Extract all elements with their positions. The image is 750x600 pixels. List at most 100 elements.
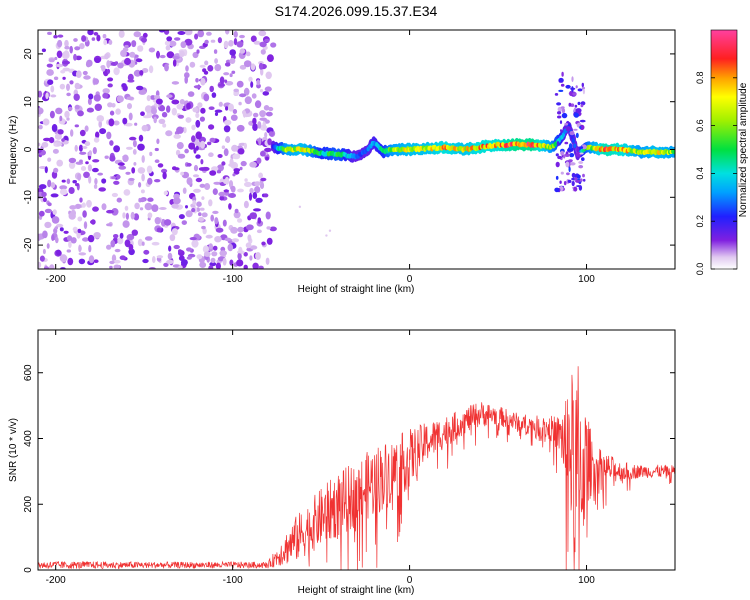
noise-blob	[197, 30, 205, 38]
noise-blob	[141, 155, 145, 163]
noise-blob	[180, 171, 185, 176]
noise-blob	[140, 111, 145, 116]
noise-blob	[171, 228, 178, 236]
noise-blob	[122, 154, 129, 163]
scatter-blob	[563, 181, 567, 186]
noise-blob	[74, 144, 78, 152]
noise-blob	[63, 50, 70, 58]
noise-blob	[109, 140, 114, 146]
noise-blob	[144, 202, 153, 211]
noise-blob	[69, 80, 74, 85]
noise-blob	[154, 179, 161, 183]
noise-blob	[82, 146, 88, 149]
scatter-blob	[582, 88, 586, 95]
noise-blob	[46, 69, 54, 76]
noise-blob	[258, 172, 263, 179]
scatter-blob	[566, 172, 570, 176]
noise-blob	[125, 146, 133, 150]
noise-blob	[139, 207, 144, 211]
scatter-blob	[564, 141, 569, 145]
noise-blob	[198, 167, 206, 171]
noise-blob	[156, 138, 160, 145]
noise-blob	[252, 192, 258, 199]
noise-blob	[264, 147, 272, 152]
noise-blob	[228, 103, 234, 112]
noise-blob	[209, 137, 216, 143]
noise-blob	[85, 161, 89, 165]
noise-blob	[191, 135, 196, 143]
noise-blob	[122, 220, 130, 228]
noise-blob	[117, 237, 124, 245]
noise-blob	[254, 181, 261, 187]
noise-blob	[99, 128, 107, 135]
noise-blob	[124, 44, 129, 48]
noise-blob	[196, 207, 201, 212]
noise-blob	[47, 179, 52, 188]
noise-blob	[237, 188, 244, 193]
noise-blob	[186, 256, 192, 260]
scatter-blob	[565, 84, 571, 89]
noise-blob	[84, 141, 91, 147]
scatter-blob	[573, 107, 576, 113]
noise-blob	[88, 255, 95, 264]
noise-blob	[224, 62, 231, 67]
noise-blob	[195, 145, 199, 151]
noise-blob	[104, 53, 109, 60]
noise-blob	[146, 95, 151, 102]
noise-blob	[38, 107, 44, 115]
noise-blob	[254, 186, 261, 194]
noise-blob	[128, 112, 133, 121]
noise-blob	[42, 197, 47, 203]
noise-blob	[92, 206, 99, 212]
noise-blob	[135, 58, 143, 63]
noise-blob	[184, 148, 189, 154]
noise-blob	[249, 187, 254, 194]
noise-blob	[201, 225, 206, 230]
noise-blob	[94, 178, 98, 185]
noise-blob	[246, 224, 254, 231]
noise-blob	[171, 81, 180, 85]
scatter-blob	[576, 146, 580, 153]
noise-blob	[156, 227, 162, 233]
scatter-blob	[572, 92, 577, 96]
noise-blob	[66, 83, 70, 92]
noise-blob	[238, 246, 243, 254]
noise-blob	[195, 78, 199, 83]
noise-blob	[196, 201, 202, 207]
noise-blob	[137, 167, 146, 174]
noise-blob	[194, 33, 199, 40]
noise-blob	[102, 88, 110, 94]
colorbar-label: Normalized spectral amplitude	[738, 82, 749, 217]
scatter-blob	[575, 132, 579, 139]
noise-blob	[165, 45, 171, 51]
noise-blob	[230, 226, 238, 234]
noise-blob	[152, 256, 156, 263]
noise-blob	[200, 77, 206, 86]
noise-blob	[55, 107, 63, 115]
y-tick-label: 10	[23, 96, 34, 108]
noise-blob	[217, 37, 222, 44]
figure-title: S174.2026.099.15.37.E34	[275, 3, 438, 19]
scatter-blob	[581, 86, 586, 90]
noise-blob	[256, 229, 262, 234]
noise-blob	[93, 184, 98, 189]
noise-blob	[114, 61, 119, 65]
noise-blob	[195, 131, 202, 140]
noise-blob	[191, 124, 196, 131]
noise-blob	[216, 170, 222, 174]
noise-blob	[129, 51, 136, 58]
noise-blob	[225, 136, 231, 143]
noise-blob	[118, 165, 127, 170]
noise-blob	[211, 92, 217, 98]
noise-blob	[263, 193, 269, 198]
noise-blob	[147, 212, 153, 219]
snr-ylabel: SNR (10 * v/v)	[8, 418, 19, 482]
noise-blob	[113, 234, 119, 239]
noise-blob	[38, 261, 42, 269]
noise-blob	[96, 115, 105, 122]
noise-blob	[250, 63, 256, 71]
noise-blob	[192, 174, 200, 178]
scatter-blob	[575, 108, 582, 113]
noise-blob	[186, 102, 191, 110]
